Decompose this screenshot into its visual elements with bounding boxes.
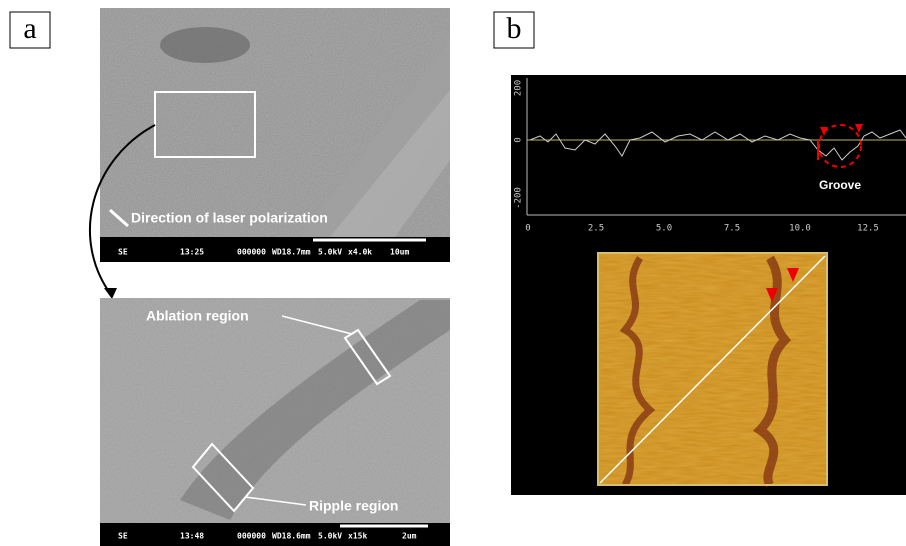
arrow-head xyxy=(104,288,117,299)
annotation: Groove xyxy=(819,178,861,192)
info-scale: 10um xyxy=(390,248,409,257)
info-voltage: 5.0kV xyxy=(318,532,342,541)
info-voltage: 5.0kV xyxy=(318,248,342,257)
x-tick-label: 0 xyxy=(525,224,530,234)
profile-plot xyxy=(526,78,906,216)
annotation: Ablation region xyxy=(146,308,249,324)
info-time: 13:25 xyxy=(180,248,204,257)
x-tick-label: 5.0 xyxy=(656,224,672,234)
sem-image-top xyxy=(100,8,450,262)
afm-image xyxy=(597,252,828,488)
x-tick-label: 10.0 xyxy=(789,224,811,234)
y-tick-label: 200 xyxy=(514,80,524,96)
panel-label: b xyxy=(507,12,522,45)
info-id: 000000 xyxy=(237,248,266,257)
info-detector: SE xyxy=(118,248,128,257)
info-wd: WD18.7mm xyxy=(272,248,311,257)
info-time: 13:48 xyxy=(180,532,204,541)
annotation: Direction of laser polarization xyxy=(131,210,328,226)
y-tick-label: 0 xyxy=(514,137,524,142)
info-detector: SE xyxy=(118,532,128,541)
info-wd: WD18.6mm xyxy=(272,532,311,541)
arrow xyxy=(89,124,156,297)
panel-label: a xyxy=(23,12,36,45)
info-magnification: x15k xyxy=(348,532,367,541)
info-scale: 2um xyxy=(402,532,417,541)
x-tick-label: 2.5 xyxy=(588,224,604,234)
y-tick-label: -200 xyxy=(514,187,524,209)
sem-image-bottom xyxy=(100,298,450,546)
x-tick-label: 7.5 xyxy=(724,224,740,234)
annotation: Ripple region xyxy=(309,498,398,514)
info-id: 000000 xyxy=(237,532,266,541)
label-box xyxy=(493,11,535,49)
label-box xyxy=(9,11,51,49)
x-tick-label: 12.5 xyxy=(857,224,879,234)
info-magnification: x4.0k xyxy=(348,248,372,257)
